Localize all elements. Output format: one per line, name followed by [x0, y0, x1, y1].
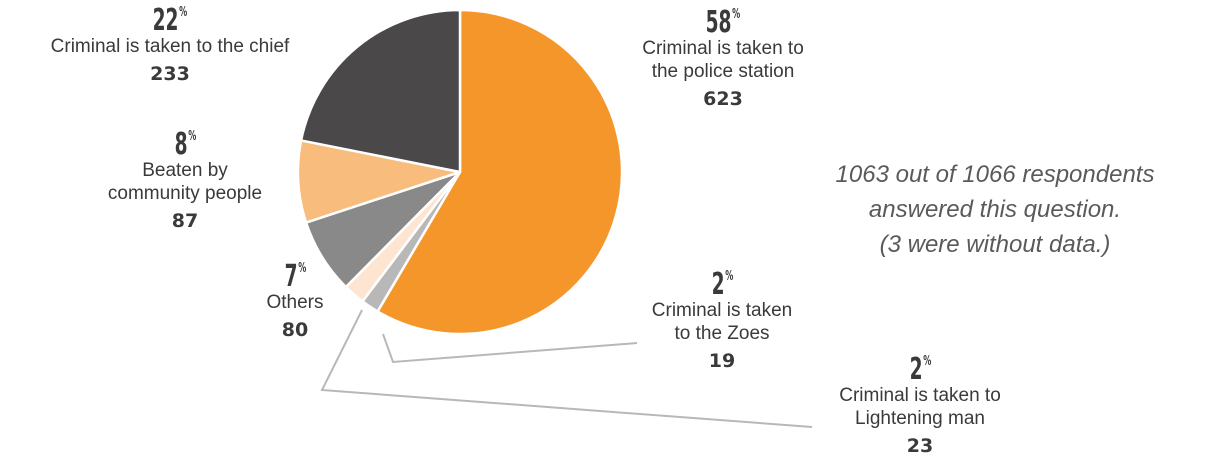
- count-value: 623: [703, 87, 743, 110]
- pct-value: 7%: [284, 259, 306, 294]
- pie-slice-0: [376, 8, 624, 336]
- count-value: 19: [708, 349, 736, 372]
- pie-slice-5: [299, 8, 462, 174]
- label-lightening-man: 2% Criminal is taken to Lightening man 23: [795, 355, 1045, 457]
- label-text: Criminal is taken to the Zoes: [651, 300, 793, 344]
- label-beaten: 8% Beaten by community people 87: [80, 130, 290, 232]
- count-value: 233: [150, 62, 190, 85]
- pct-value: 8%: [174, 127, 196, 162]
- label-text: Others: [266, 292, 324, 313]
- leader-lines: [320, 309, 813, 428]
- label-police-station: 58% Criminal is taken to the police stati…: [598, 8, 848, 110]
- label-text: Criminal is taken to Lightening man: [839, 385, 1001, 429]
- pct-value: 58%: [705, 5, 741, 40]
- pct-value: 2%: [909, 352, 931, 387]
- label-others: 7% Others 80: [240, 262, 350, 342]
- pct-value: 2%: [711, 267, 733, 302]
- label-text: Beaten by community people: [107, 160, 263, 204]
- label-chief: 22% Criminal is taken to the chief 233: [0, 6, 340, 86]
- pct-value: 22%: [152, 3, 188, 38]
- label-zoes: 2% Criminal is taken to the Zoes 19: [612, 270, 832, 372]
- respondent-note: 1063 out of 1066 respondents answered th…: [835, 161, 1155, 258]
- label-text: Criminal is taken to the chief: [50, 36, 290, 57]
- leader-line-zoes: [382, 333, 638, 364]
- count-value: 80: [281, 318, 309, 341]
- count-value: 87: [171, 209, 199, 232]
- label-text: Criminal is taken to the police station: [642, 38, 804, 82]
- leader-line-lightening-man: [320, 309, 813, 428]
- pie-slices: [296, 8, 624, 336]
- count-value: 23: [906, 434, 934, 457]
